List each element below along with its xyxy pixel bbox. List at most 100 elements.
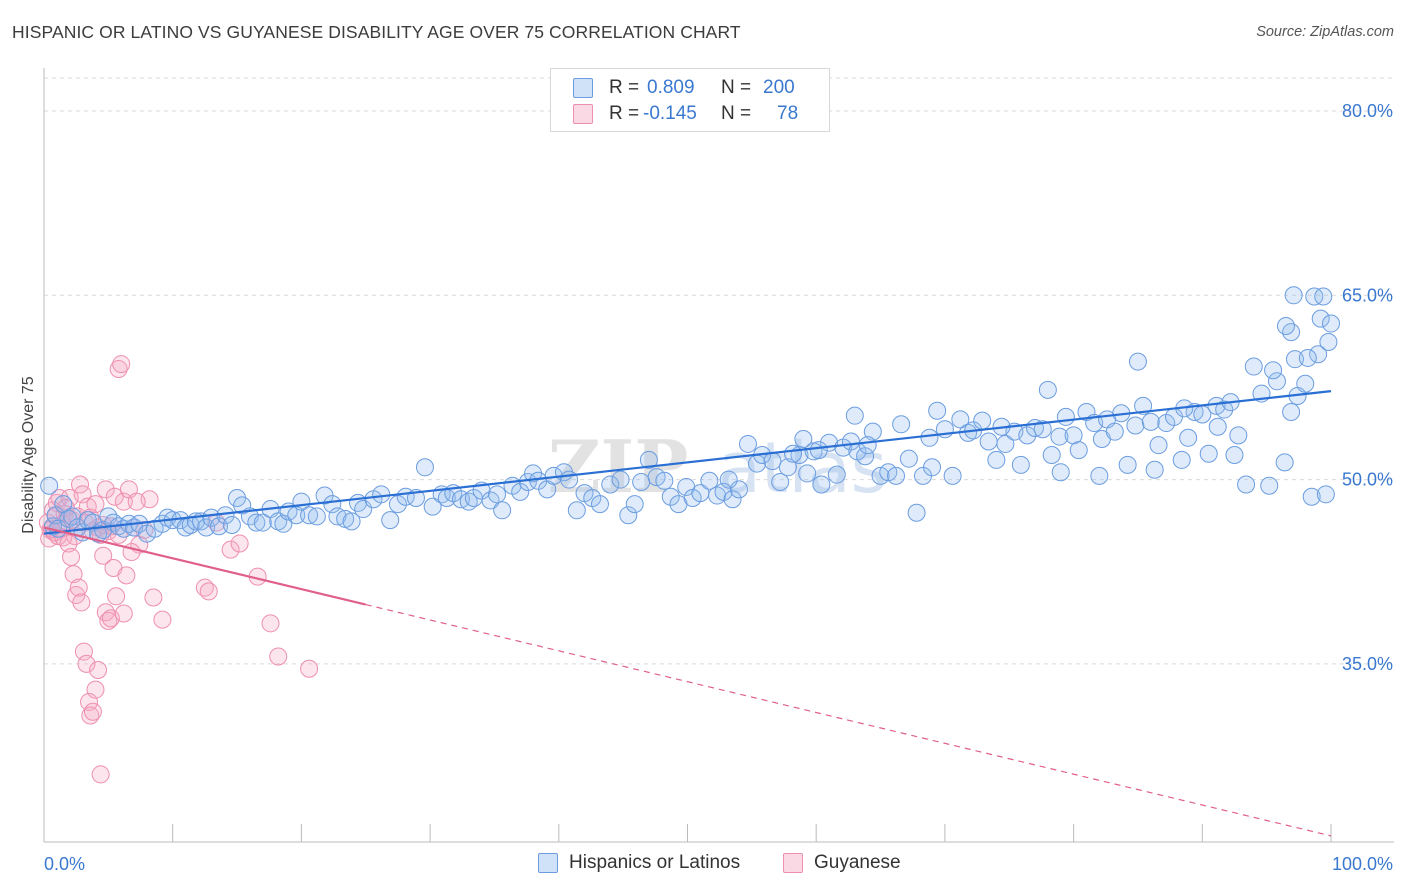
hispanic-point [1267, 372, 1286, 391]
guyanese-point [114, 604, 133, 623]
hispanic-point [89, 524, 108, 543]
hispanic-point [778, 458, 797, 477]
hispanic-point [1126, 416, 1145, 435]
hispanic-point [1276, 317, 1295, 335]
guyanese-point [86, 495, 105, 514]
hispanic-point [307, 507, 326, 526]
hispanic-point [1038, 380, 1057, 399]
tick-labels: 35.0% 50.0% 65.0% 80.0% 0.0% 100.0% [44, 101, 1393, 874]
guyanese-trend-line [43, 526, 367, 606]
bottom-legend-swatch-guyanese [783, 853, 803, 873]
guyanese-point [72, 593, 91, 612]
hispanic-point [1172, 450, 1191, 469]
hispanic-point [661, 487, 680, 506]
hispanic-point [372, 485, 391, 504]
hispanic-point [892, 415, 911, 434]
guyanese-point [69, 578, 88, 597]
x-tick-label: 0.0% [44, 854, 85, 874]
axis-layer [43, 68, 1394, 843]
legend-n-label: N = [721, 103, 752, 124]
hispanic-point [1179, 428, 1198, 447]
hispanic-point [1285, 350, 1304, 369]
hispanic-point [845, 406, 864, 425]
trend-lines [43, 390, 1332, 837]
hispanic-point [827, 465, 846, 484]
hispanic-point [210, 517, 229, 536]
hispanic-point [1134, 396, 1153, 415]
guyanese-point [230, 534, 249, 553]
guyanese-point [105, 487, 124, 506]
hispanic-point [1316, 485, 1335, 504]
hispanic-point [920, 428, 939, 447]
hispanic-point [812, 475, 831, 494]
hispanic-point [1229, 426, 1248, 445]
y-axis-title: Disability Age Over 75 [20, 376, 37, 534]
guyanese-point [86, 680, 105, 699]
legend-n-value: 200 [763, 77, 795, 98]
hispanic-point [511, 482, 530, 501]
hispanic-point [560, 470, 579, 489]
hispanic-point [1050, 427, 1069, 446]
hispanic-point [590, 495, 609, 514]
guyanese-point [153, 610, 172, 629]
hispanic-point [928, 401, 947, 420]
hispanic-point [1322, 314, 1340, 333]
hispanic-point [1215, 400, 1234, 419]
guyanese-point [89, 661, 108, 679]
legend-swatch-guyanese [573, 104, 593, 124]
watermark-zip: ZIP [548, 424, 688, 509]
correlation-legend: R = 0.809 N = 200 R = -0.145 N = 78 [550, 68, 830, 132]
guyanese-point [109, 360, 128, 378]
hispanic-point [655, 471, 674, 490]
guyanese-point [269, 647, 288, 666]
guyanese-point [144, 588, 163, 607]
hispanic-point [856, 447, 875, 466]
legend-swatch-hispanic [573, 78, 593, 98]
hispanic-point [1118, 455, 1137, 474]
legend-n-value: 78 [777, 103, 799, 124]
hispanic-point [639, 450, 658, 469]
hispanic-point [625, 495, 644, 514]
hispanic-point [423, 497, 442, 516]
hispanic-point [1090, 466, 1109, 485]
hispanic-point [723, 490, 742, 509]
hispanic-point [784, 444, 803, 463]
bottom-legend-swatch-hispanic [538, 853, 558, 873]
hispanic-point [863, 422, 882, 441]
hispanic-point [459, 492, 478, 511]
hispanic-point [1225, 446, 1244, 464]
guyanese-trend-extension [365, 603, 1332, 837]
guyanese-point [83, 702, 102, 721]
hispanic-point [700, 471, 719, 490]
bottom-legend-label-guyanese: Guyanese [814, 852, 901, 873]
hispanic-point [923, 458, 942, 477]
legend-r-value: 0.809 [647, 77, 695, 98]
hispanic-point [798, 464, 817, 483]
hispanic-point [611, 470, 630, 489]
hispanic-trend-line [43, 390, 1332, 535]
hispanic-point [1237, 475, 1256, 494]
hispanic-point [1302, 487, 1321, 506]
hispanic-point [1033, 420, 1052, 439]
hispanic-point [1145, 460, 1164, 479]
guyanese-point [99, 611, 118, 630]
hispanic-point [247, 513, 266, 532]
hispanic-point [899, 449, 918, 468]
hispanic-point [63, 507, 82, 526]
hispanic-point [1208, 417, 1227, 436]
hispanic-point [886, 466, 905, 485]
guyanese-point [91, 765, 110, 784]
hispanic-point [907, 503, 926, 522]
hispanic-point [567, 501, 586, 520]
y-tick-label: 65.0% [1342, 285, 1393, 305]
hispanic-point [1314, 287, 1333, 306]
guyanese-point [117, 566, 136, 585]
hispanic-point [619, 506, 638, 525]
hispanic-point [488, 485, 507, 504]
hispanic-point [1056, 407, 1075, 426]
guyanese-point [261, 614, 280, 633]
chart-source: Source: ZipAtlas.com [1256, 24, 1394, 40]
guyanese-point [77, 654, 96, 673]
hispanic-point [1105, 422, 1124, 441]
